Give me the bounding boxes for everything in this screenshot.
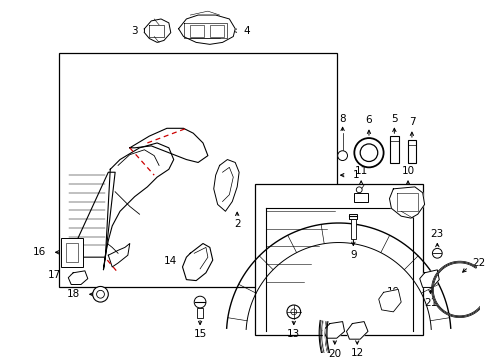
Text: 20: 20 [327, 349, 341, 359]
Polygon shape [144, 19, 170, 42]
Text: 21: 21 [423, 298, 436, 308]
Bar [407, 140, 415, 163]
Text: 7: 7 [408, 117, 414, 127]
Text: 19: 19 [386, 287, 399, 297]
Circle shape [97, 291, 104, 298]
Polygon shape [213, 159, 239, 211]
Bar [389, 136, 398, 163]
Text: 4: 4 [243, 26, 249, 36]
Text: 23: 23 [430, 229, 443, 239]
Text: 16: 16 [33, 247, 46, 257]
Bar [61, 238, 83, 267]
Bar [190, 25, 203, 36]
Bar [59, 53, 336, 287]
Circle shape [481, 294, 488, 302]
Text: 10: 10 [401, 166, 414, 176]
Text: 14: 14 [163, 256, 176, 266]
Text: 18: 18 [66, 289, 80, 299]
Polygon shape [378, 289, 400, 312]
Polygon shape [108, 243, 129, 267]
Text: 17: 17 [48, 270, 61, 280]
Text: 6: 6 [365, 116, 371, 126]
Text: 22: 22 [471, 258, 485, 268]
Text: 8: 8 [339, 113, 345, 123]
Polygon shape [346, 321, 367, 339]
Circle shape [337, 151, 347, 161]
Circle shape [286, 305, 300, 319]
Bar [254, 184, 422, 335]
Circle shape [431, 248, 441, 258]
Circle shape [290, 309, 296, 315]
Bar [209, 25, 223, 36]
Polygon shape [178, 15, 235, 44]
Text: 11: 11 [354, 166, 367, 176]
Polygon shape [388, 187, 424, 218]
Text: 9: 9 [349, 250, 356, 260]
Text: 15: 15 [193, 329, 206, 339]
Bar [351, 219, 356, 239]
Text: 12: 12 [350, 348, 363, 358]
Circle shape [354, 138, 383, 167]
Polygon shape [103, 143, 173, 270]
Polygon shape [129, 128, 207, 162]
Polygon shape [419, 270, 438, 287]
Bar [197, 308, 203, 318]
Text: 2: 2 [233, 219, 240, 229]
Bar [66, 243, 78, 262]
Circle shape [356, 187, 362, 193]
Text: 3: 3 [131, 26, 137, 36]
Circle shape [93, 287, 108, 302]
Polygon shape [68, 271, 88, 284]
Polygon shape [323, 321, 344, 338]
Polygon shape [69, 172, 115, 257]
Text: 5: 5 [390, 113, 397, 123]
Bar [354, 193, 367, 202]
Polygon shape [182, 243, 212, 280]
Text: 1: 1 [352, 170, 358, 180]
Bar [349, 214, 357, 219]
Text: 13: 13 [286, 329, 300, 339]
Circle shape [194, 296, 205, 308]
Circle shape [360, 144, 377, 162]
